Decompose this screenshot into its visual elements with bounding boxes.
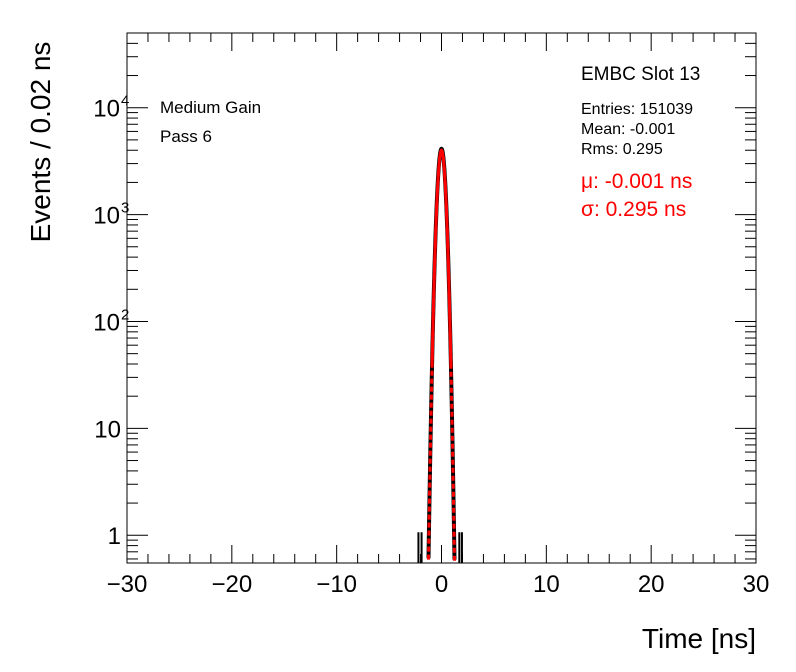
x-tick-label: 20 — [638, 571, 665, 598]
y-tick-label-exponent: 3 — [121, 200, 129, 217]
x-tick-labels: −30 −20 −10 0 10 20 30 — [107, 571, 770, 598]
x-tick-label: 10 — [533, 571, 560, 598]
y-tick-label: 10 — [93, 309, 120, 336]
y-axis-title: Events / 0.02 ns — [25, 42, 56, 243]
fit-curve-peak — [430, 148, 453, 367]
histogram — [417, 146, 463, 563]
entries-label: Entries: 151039 — [581, 101, 693, 118]
rms-label: Rms: 0.295 — [581, 141, 663, 158]
y-tick-label: 1 — [108, 523, 121, 550]
x-axis-title: Time [ns] — [642, 623, 756, 654]
y-tick-label: 10 — [93, 96, 120, 123]
gain-label: Medium Gain — [160, 98, 261, 117]
pass-label: Pass 6 — [160, 127, 212, 146]
x-tick-label: −20 — [211, 571, 252, 598]
fit-mu-label: μ: -0.001 ns — [581, 170, 692, 193]
y-tick-label: 10 — [93, 203, 120, 230]
x-tick-label: 30 — [743, 571, 770, 598]
x-tick-label: 0 — [435, 571, 448, 598]
y-tick-label-exponent: 4 — [121, 93, 129, 110]
slot-label: EMBC Slot 13 — [581, 64, 700, 85]
x-tick-label: −10 — [316, 571, 357, 598]
y-tick-label: 10 — [94, 416, 121, 443]
fit-sigma-label: σ: 0.295 ns — [581, 198, 686, 221]
mean-label: Mean: -0.001 — [581, 121, 675, 138]
gaussian-fit — [427, 148, 456, 562]
axis-ticks — [126, 32, 757, 563]
y-tick-label-exponent: 2 — [121, 306, 129, 323]
x-tick-label: −30 — [107, 571, 148, 598]
